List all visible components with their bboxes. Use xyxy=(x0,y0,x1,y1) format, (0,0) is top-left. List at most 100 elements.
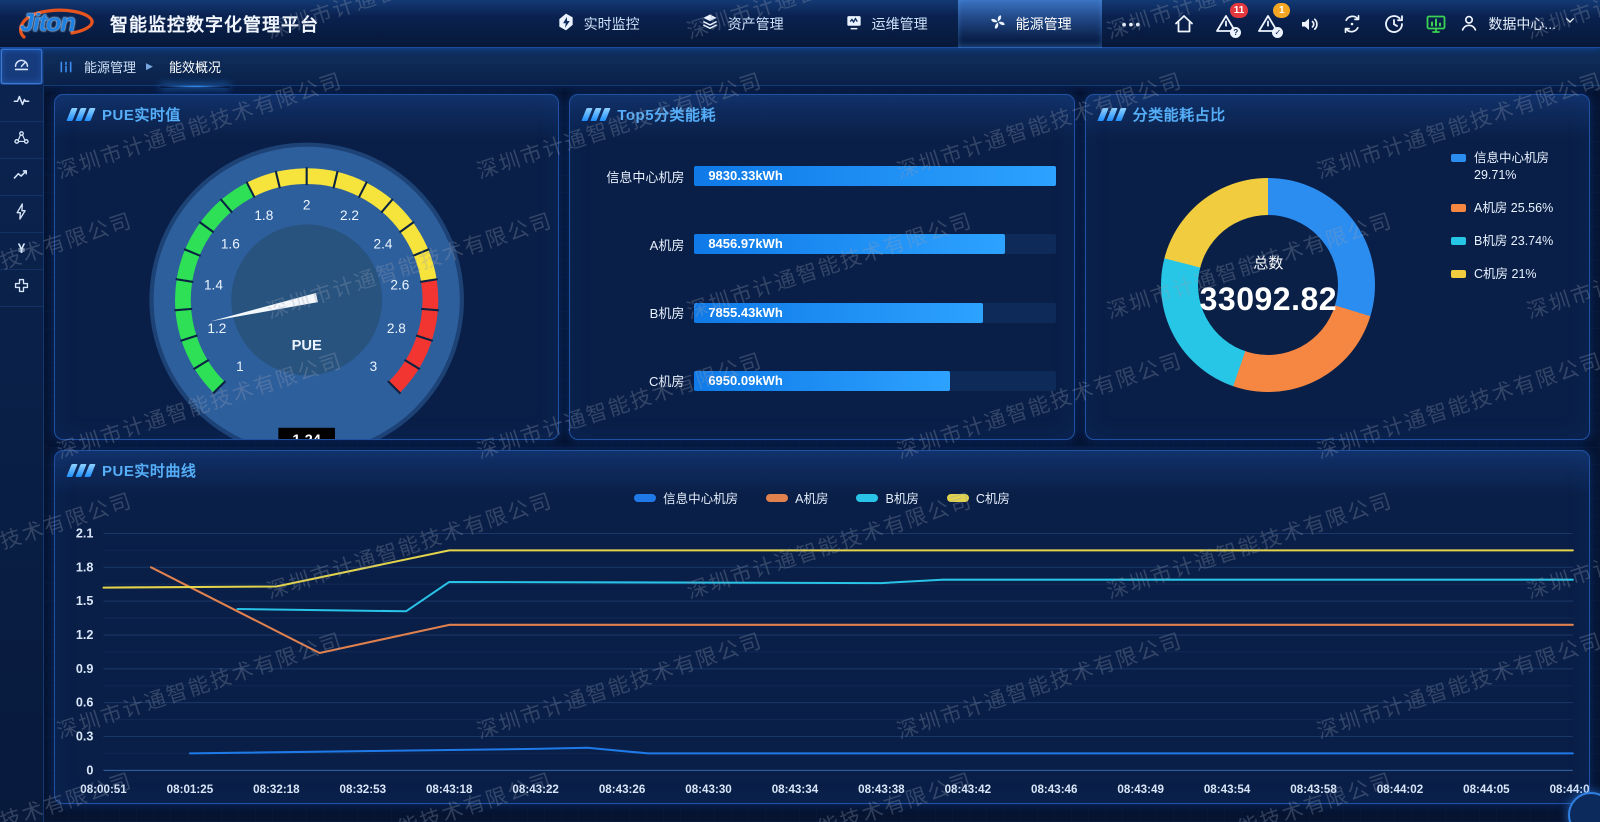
bar-label: 信息中心机房 xyxy=(606,169,685,185)
realtime-monitor-icon xyxy=(556,12,576,35)
topology-icon xyxy=(12,128,31,152)
svg-text:1.24: 1.24 xyxy=(292,433,321,440)
line-legend-item-2[interactable]: B机房 xyxy=(856,488,919,507)
line-legend-item-1[interactable]: A机房 xyxy=(766,488,828,507)
svg-text:0.6: 0.6 xyxy=(76,696,94,710)
bar-value: 7855.43kWh xyxy=(708,304,783,320)
sidebar-item-topology[interactable] xyxy=(0,122,43,159)
logo-text: Jiton xyxy=(20,9,76,37)
donut-legend-item-0[interactable]: 信息中心机房 29.71% xyxy=(1451,150,1579,184)
sidebar-item-power[interactable] xyxy=(0,196,43,233)
bar-fill xyxy=(694,166,1056,187)
svg-text:08:43:46: 08:43:46 xyxy=(1031,783,1078,796)
app-logo[interactable]: Jiton xyxy=(14,4,100,44)
donut-legend-item-2[interactable]: B机房 23.74% xyxy=(1451,233,1579,250)
bar-track: 6950.09kWh xyxy=(694,370,1056,391)
panel-title: Top5分类能耗 xyxy=(617,107,717,124)
donut-legend: 信息中心机房 29.71% A机房 25.56% B机房 23.74% C机房 21% xyxy=(1451,130,1589,439)
home-icon[interactable] xyxy=(1172,12,1196,36)
svg-text:0.3: 0.3 xyxy=(76,730,94,744)
svg-text:3: 3 xyxy=(370,359,378,374)
sidebar-item-dashboard-gauge[interactable] xyxy=(0,48,43,85)
user-name: 数据中心... xyxy=(1488,15,1556,32)
bar-value: 8456.97kWh xyxy=(708,236,783,252)
sidebar-item-pulse-monitor[interactable] xyxy=(0,85,43,122)
legend-label: A机房 25.56% xyxy=(1474,200,1554,215)
bar-fill xyxy=(694,370,950,391)
donut-center-label: 总数 xyxy=(1253,254,1284,272)
panel-title: 分类能耗占比 xyxy=(1132,107,1226,124)
nav-item-1[interactable]: 资产管理 xyxy=(670,0,814,48)
svg-text:08:43:42: 08:43:42 xyxy=(945,783,992,796)
refresh-icon[interactable] xyxy=(1340,12,1364,36)
svg-text:08:43:49: 08:43:49 xyxy=(1117,783,1164,796)
nav-item-3[interactable]: 能源管理 xyxy=(957,0,1102,48)
sidebar-item-trend-analysis[interactable] xyxy=(0,159,43,196)
svg-text:1.8: 1.8 xyxy=(254,208,273,223)
svg-text:08:44:02: 08:44:02 xyxy=(1377,783,1424,796)
history-clock-icon[interactable] xyxy=(1382,12,1406,36)
panel-top5-bars: Top5分类能耗 信息中心机房 9830.33kWh A机房 8456.97kWh B机… xyxy=(569,94,1075,440)
bar-row-3: C机房 6950.09kWh xyxy=(576,370,1056,391)
screen-status-icon[interactable] xyxy=(1424,12,1448,36)
asset-management-icon xyxy=(700,12,720,35)
bar-row-0: 信息中心机房 9830.33kWh xyxy=(576,166,1056,187)
sidebar-item-cost[interactable]: ¥ xyxy=(0,233,43,270)
sidebar: ¥ xyxy=(0,48,44,822)
donut-legend-item-3[interactable]: C机房 21% xyxy=(1451,266,1579,283)
legend-swatch-icon xyxy=(1451,154,1466,162)
chevron-down-icon[interactable] xyxy=(1562,12,1586,36)
power-icon xyxy=(12,202,31,226)
breadcrumb-section[interactable]: 能源管理 xyxy=(84,60,137,75)
more-menu-icon[interactable]: ••• xyxy=(1121,15,1143,32)
pue-gauge-chart: 1 1.2 1.4 1.6 1.8 2 2.2 2.4 2.6 2.8 3 PUE 1.24 xyxy=(149,142,464,440)
page-title: 智能监控数字化管理平台 xyxy=(110,14,319,35)
panel-title: PUE实时值 xyxy=(102,107,181,124)
bar-track: 7855.43kWh xyxy=(694,302,1056,323)
panel-pue-gauge: PUE实时值 1 1.2 1.4 1.6 1.8 2 2.2 2.4 2.6 2.8 3 PUE 1.2… xyxy=(54,94,560,440)
bar-label: B机房 xyxy=(649,306,685,322)
legend-label: B机房 23.74% xyxy=(1474,233,1554,248)
sound-icon[interactable] xyxy=(1298,12,1322,36)
trend-analysis-icon xyxy=(12,165,31,189)
bar-label: C机房 xyxy=(648,374,685,390)
donut-total-value: 33092.82 xyxy=(1199,280,1338,317)
bar-track: 8456.97kWh xyxy=(694,234,1056,255)
panel-title-icon xyxy=(1097,108,1127,121)
nav-item-2[interactable]: 运维管理 xyxy=(814,0,958,48)
alarm-confirmed-icon[interactable]: ✓ 1 xyxy=(1256,2,1291,38)
donut-legend-item-1[interactable]: A机房 25.56% xyxy=(1451,200,1579,217)
sidebar-item-settings-clover[interactable] xyxy=(0,270,43,307)
svg-text:08:43:30: 08:43:30 xyxy=(685,783,732,796)
alarm-unconfirmed-icon[interactable]: ? 11 xyxy=(1214,2,1249,38)
svg-text:1.6: 1.6 xyxy=(221,237,240,252)
user-menu[interactable]: 数据中心... xyxy=(1458,12,1586,36)
notification-badge: 1 xyxy=(1273,2,1291,18)
panel-pue-line: PUE实时曲线 信息中心机房 A机房 B机房 C机房 0 0.3 0.6 0.9 1.2 1.5… xyxy=(54,450,1590,804)
svg-text:0.9: 0.9 xyxy=(76,662,94,676)
legend-swatch-icon xyxy=(1451,236,1466,245)
line-legend-item-3[interactable]: C机房 xyxy=(946,488,1010,507)
svg-text:08:43:34: 08:43:34 xyxy=(772,783,819,796)
legend-label: 信息中心机房 29.71% xyxy=(1474,151,1550,182)
svg-text:08:44:09: 08:44:09 xyxy=(1550,783,1589,796)
pue-line-chart: 0 0.3 0.6 0.9 1.2 1.5 1.8 2.1 08:00:51 08:01:25 08… xyxy=(76,526,1589,796)
nav-item-0[interactable]: 实时监控 xyxy=(526,0,670,48)
panel-title-icon xyxy=(66,464,96,477)
legend-swatch-icon xyxy=(1451,203,1466,212)
legend-label: 信息中心机房 xyxy=(663,492,739,506)
line-legend-item-0[interactable]: 信息中心机房 xyxy=(634,488,738,507)
cost-icon: ¥ xyxy=(12,239,31,263)
breadcrumb-separator-icon: ▶ xyxy=(146,61,153,71)
svg-text:0: 0 xyxy=(86,763,93,777)
svg-text:2.2: 2.2 xyxy=(340,208,359,223)
svg-text:08:43:26: 08:43:26 xyxy=(599,783,646,796)
main-nav: 实时监控 资产管理 运维管理 能源管理 xyxy=(526,0,1102,48)
legend-label: A机房 xyxy=(795,492,829,506)
breadcrumb-current[interactable]: 能效概况 xyxy=(163,57,227,76)
bar-track: 9830.33kWh xyxy=(694,166,1056,187)
svg-text:1.2: 1.2 xyxy=(76,628,94,642)
svg-text:08:43:38: 08:43:38 xyxy=(858,783,905,796)
legend-swatch-icon xyxy=(856,493,879,502)
collapse-menu-icon[interactable] xyxy=(58,59,74,75)
